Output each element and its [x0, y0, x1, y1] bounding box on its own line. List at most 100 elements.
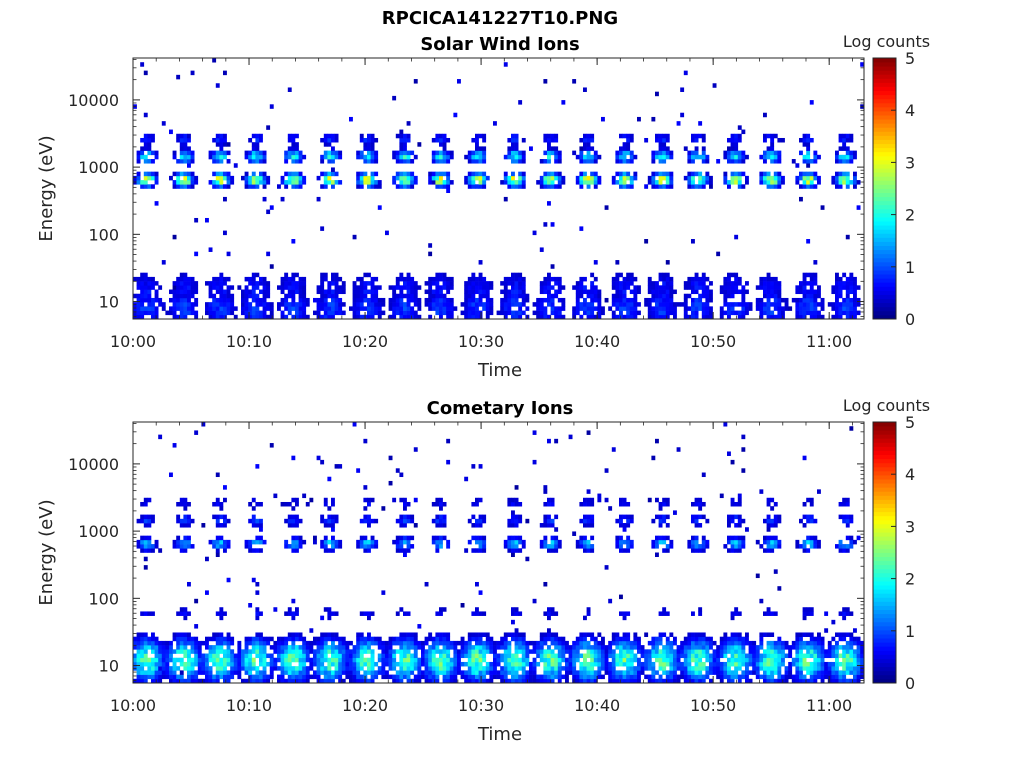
heatmap-cell [374, 544, 379, 549]
heatmap-cell [583, 661, 587, 667]
heatmap-cell [143, 611, 148, 616]
heatmap-cell [730, 159, 735, 164]
heatmap-cell [701, 159, 706, 164]
heatmap-cell [320, 661, 325, 667]
heatmap-cell [503, 180, 508, 185]
heatmap-cell [237, 670, 242, 675]
heatmap-cell [557, 636, 562, 642]
heatmap-cell [507, 645, 512, 650]
heatmap-cell [331, 501, 335, 507]
heatmap-cell [323, 175, 328, 181]
heatmap-cell [431, 649, 436, 654]
heatmap-cell [755, 297, 760, 303]
heatmap-cell [651, 285, 656, 290]
heatmap-cell [698, 171, 703, 177]
heatmap-cell [835, 171, 839, 177]
heatmap-cell [187, 276, 191, 282]
heatmap-cell [669, 645, 674, 650]
heatmap-cell [197, 649, 202, 654]
heatmap-cell [485, 666, 490, 671]
heatmap-cell [428, 653, 433, 659]
heatmap-cell [219, 657, 224, 663]
heatmap-cell [284, 159, 289, 164]
heatmap-cell [467, 678, 472, 684]
heatmap-cell [640, 645, 645, 650]
heatmap-cell [140, 314, 145, 320]
heatmap-cell [280, 653, 285, 659]
heatmap-cell [345, 657, 350, 663]
heatmap-cell [655, 180, 659, 185]
heatmap-cell [392, 657, 397, 663]
heatmap-cell [561, 100, 566, 105]
heatmap-cell [687, 184, 692, 189]
heatmap-cell [248, 544, 253, 549]
heatmap-cell [287, 137, 292, 143]
heatmap-cell [266, 175, 271, 181]
heatmap-cell [521, 539, 526, 545]
heatmap-cell [219, 175, 224, 181]
heatmap-cell [842, 285, 847, 290]
heatmap-cell [518, 281, 523, 286]
heatmap-cell [259, 523, 263, 528]
heatmap-cell [187, 150, 191, 156]
heatmap-cell [392, 150, 397, 156]
heatmap-cell [143, 146, 148, 151]
heatmap-cell [219, 297, 224, 303]
heatmap-cell [269, 653, 274, 659]
heatmap-cell [698, 657, 703, 663]
heatmap-cell [464, 670, 469, 675]
heatmap-cell [334, 150, 339, 156]
heatmap-cell [514, 674, 519, 680]
heatmap-cell [770, 293, 775, 299]
heatmap-cell [291, 302, 296, 307]
heatmap-cell [284, 501, 289, 507]
heatmap-cell [554, 636, 559, 642]
heatmap-cell [518, 548, 523, 553]
heatmap-cell [683, 285, 688, 290]
heatmap-cell [842, 175, 847, 181]
heatmap-cell [608, 653, 613, 659]
heatmap-cell [593, 640, 598, 646]
heatmap-cell [586, 489, 591, 494]
heatmap-cell [284, 649, 289, 654]
heatmap-cell [845, 302, 850, 307]
heatmap-cell [151, 276, 155, 282]
heatmap-cell [176, 74, 181, 80]
heatmap-cell [658, 678, 663, 684]
heatmap-cell [809, 100, 814, 105]
heatmap-cell [727, 272, 731, 278]
heatmap-cell [399, 666, 404, 671]
heatmap-cell [262, 184, 267, 189]
heatmap-cell [655, 552, 659, 558]
heatmap-cell [205, 636, 209, 642]
heatmap-cell [727, 154, 731, 160]
heatmap-cell [619, 649, 623, 654]
heatmap-cell [845, 234, 850, 240]
heatmap-cell [698, 548, 703, 553]
heatmap-cell [413, 314, 418, 320]
colorbar-segment [873, 225, 896, 230]
heatmap-cell [806, 293, 811, 299]
heatmap-cell [572, 670, 577, 675]
heatmap-cell [147, 289, 152, 295]
heatmap-cell [669, 184, 674, 189]
heatmap-cell [464, 297, 469, 303]
heatmap-cell [518, 611, 523, 616]
heatmap-cell [575, 154, 580, 160]
heatmap-cell [154, 666, 159, 671]
heatmap-cell [730, 133, 735, 139]
heatmap-cell [719, 285, 724, 290]
heatmap-cell [230, 285, 235, 290]
heatmap-cell [327, 615, 332, 621]
heatmap-cell [341, 678, 346, 684]
heatmap-cell [363, 281, 368, 286]
heatmap-cell [201, 678, 206, 684]
heatmap-cell [835, 150, 839, 156]
heatmap-cell [489, 302, 494, 307]
heatmap-cell [385, 657, 389, 663]
heatmap-cell [453, 640, 458, 646]
heatmap-cell [727, 657, 731, 663]
heatmap-cell [446, 459, 451, 465]
heatmap-cell [719, 674, 724, 680]
heatmap-cell [194, 678, 199, 684]
